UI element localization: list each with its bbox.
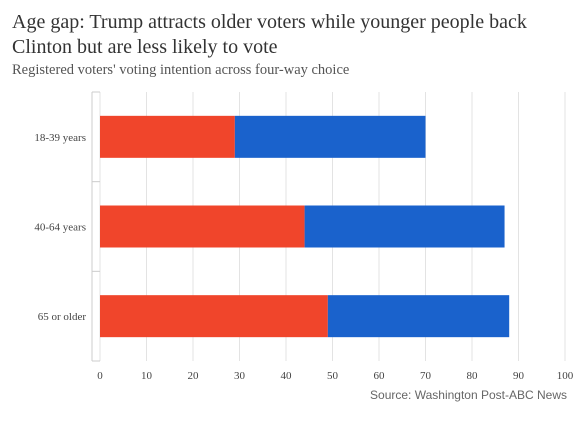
- category-label: 40-64 years: [34, 222, 86, 234]
- bars: [100, 115, 510, 338]
- bar-segment-2: [304, 205, 505, 248]
- chart-title: Age gap: Trump attracts older voters whi…: [12, 11, 527, 58]
- x-tick-label: 20: [188, 370, 200, 382]
- bar-segment-2: [327, 295, 510, 338]
- x-tick-label: 80: [467, 370, 479, 382]
- category-label: 18-39 years: [34, 132, 86, 144]
- x-tick-label: 100: [557, 370, 574, 382]
- x-tick-label: 70: [420, 370, 432, 382]
- chart-subtitle: Registered voters' voting intention acro…: [12, 62, 350, 78]
- x-tick-label: 50: [327, 370, 339, 382]
- x-tick-labels: 0 10 20 30 40 50 60 70 80 90 100: [97, 370, 574, 382]
- x-tick-label: 30: [234, 370, 246, 382]
- bar-segment-1: [100, 115, 235, 158]
- x-tick-label: 60: [374, 370, 386, 382]
- source-note: Source: Washington Post-ABC News: [370, 388, 567, 402]
- bar-segment-1: [100, 205, 305, 248]
- y-axis: [91, 91, 100, 362]
- x-tick-label: 0: [97, 370, 103, 382]
- category-labels: 18-39 years 40-64 years 65 or older: [34, 132, 86, 323]
- bar-segment-2: [234, 115, 426, 158]
- x-tick-label: 40: [281, 370, 293, 382]
- x-tick-label: 10: [141, 370, 153, 382]
- x-tick-label: 90: [513, 370, 525, 382]
- bar-segment-1: [100, 295, 328, 338]
- category-label: 65 or older: [38, 311, 87, 323]
